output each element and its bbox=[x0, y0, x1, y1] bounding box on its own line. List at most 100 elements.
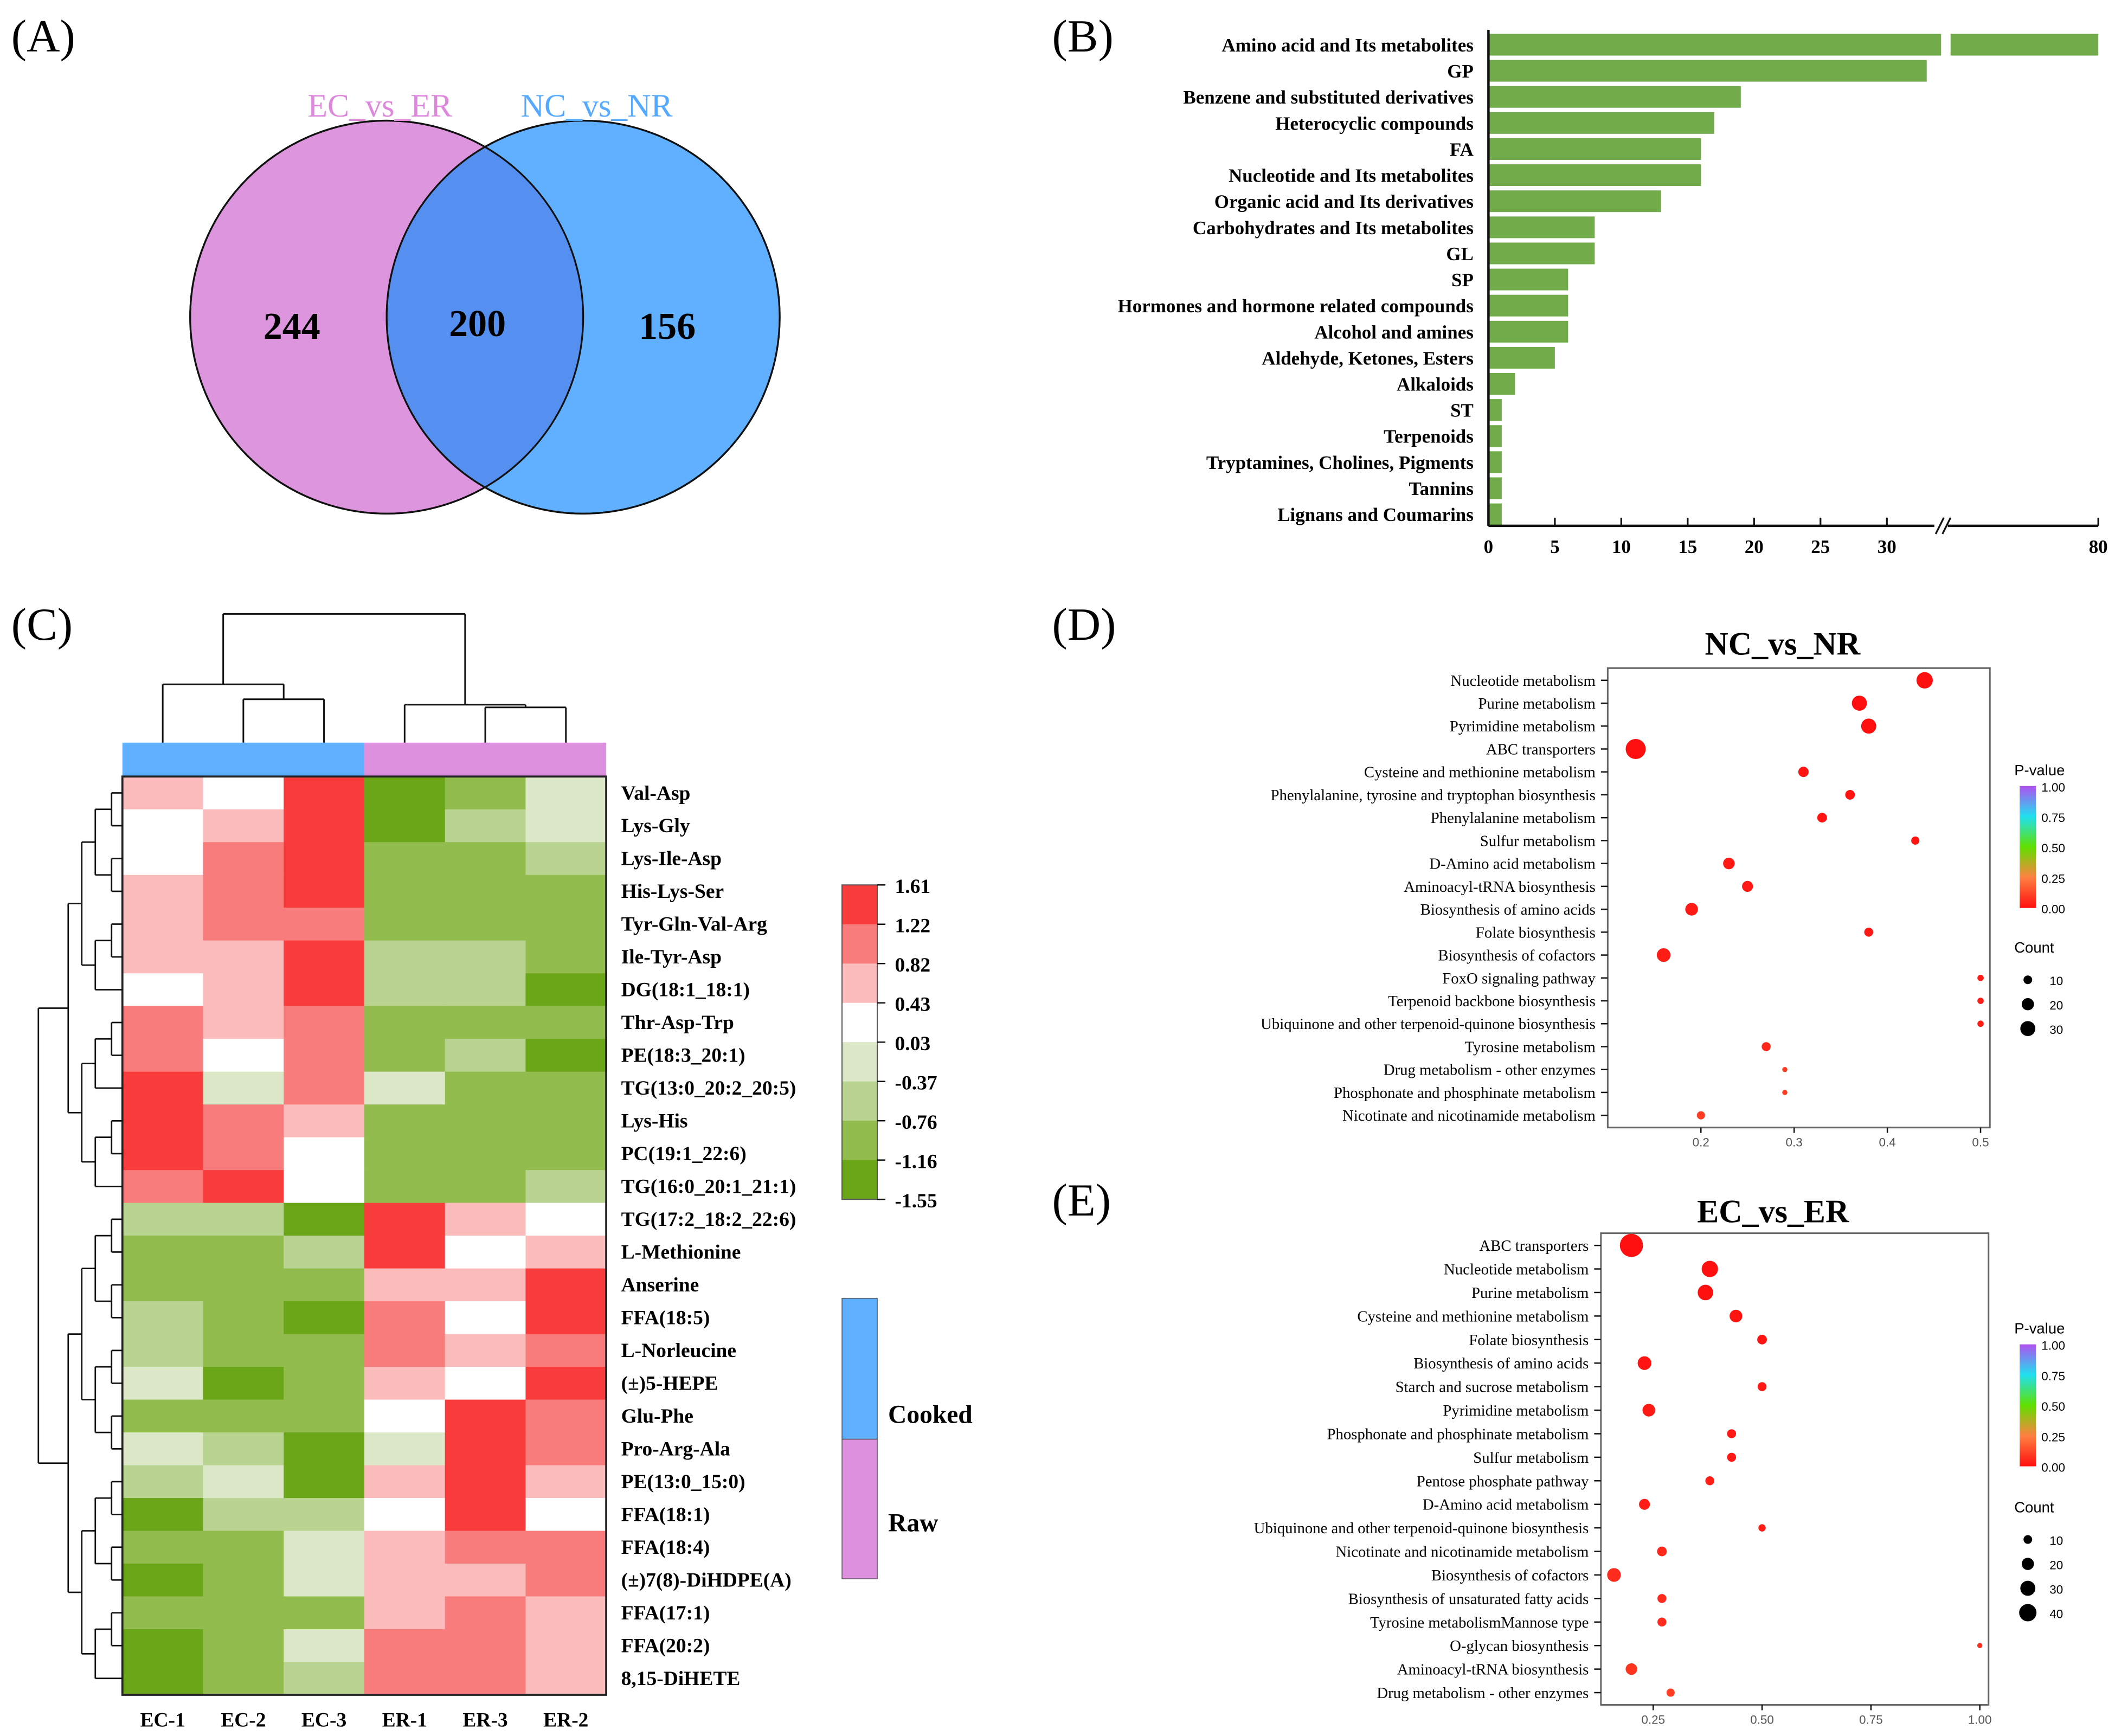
heatmap-cell bbox=[122, 875, 204, 909]
heatmap-cell bbox=[364, 1334, 446, 1368]
heatmap-cell bbox=[525, 1104, 607, 1138]
pathway-label: D-Amino acid metabolism bbox=[1429, 856, 1595, 873]
heatmap-cell bbox=[445, 1367, 526, 1400]
bubble-point bbox=[1656, 948, 1671, 962]
heatmap-cell bbox=[445, 1006, 526, 1040]
panel-label-b: (B) bbox=[1052, 11, 1114, 62]
count-legend-circle bbox=[2020, 1021, 2036, 1037]
color-scale-swatch bbox=[842, 963, 878, 1004]
bubble-point bbox=[1916, 672, 1933, 689]
pathway-label: D-Amino acid metabolism bbox=[1423, 1496, 1589, 1514]
pvalue-legend-title: P-value bbox=[2014, 762, 2065, 779]
heatmap-cell bbox=[364, 1301, 446, 1335]
heatmap-cell bbox=[525, 1432, 607, 1466]
heatmap-cell bbox=[122, 1399, 204, 1433]
heatmap-cell bbox=[203, 1203, 285, 1237]
heatmap-cell bbox=[203, 1662, 285, 1696]
pathway-label: Sulfur metabolism bbox=[1473, 1449, 1589, 1467]
color-scale-label: -0.76 bbox=[895, 1111, 937, 1134]
bubble-point bbox=[1742, 880, 1753, 892]
heatmap-cell bbox=[122, 1137, 204, 1171]
heatmap-cell bbox=[525, 1137, 607, 1171]
plot-area bbox=[1606, 667, 1991, 1129]
heatmap-cell bbox=[445, 1498, 526, 1532]
pathway-label: Nicotinate and nicotinamide metabolism bbox=[1336, 1544, 1589, 1561]
heatmap-cell bbox=[122, 1334, 204, 1368]
heatmap-cell bbox=[203, 1301, 285, 1335]
heatmap-cell bbox=[445, 1170, 526, 1204]
heatmap-cell bbox=[445, 973, 526, 1007]
heatmap-cell bbox=[284, 875, 365, 909]
heatmap-cell bbox=[122, 809, 204, 843]
bubble-point bbox=[1666, 1688, 1675, 1697]
heatmap-cell bbox=[364, 1104, 446, 1138]
pathway-label: Ubiquinone and other terpenoid-quinone b… bbox=[1254, 1520, 1589, 1537]
heatmap-cell bbox=[122, 1006, 204, 1040]
column-label: ER-1 bbox=[382, 1709, 427, 1732]
bar bbox=[1488, 190, 1661, 213]
axis-break-mark bbox=[1942, 517, 1952, 535]
bar bbox=[1488, 320, 1568, 343]
bar bbox=[1488, 503, 1502, 525]
row-label: TG(17:2_18:2_22:6) bbox=[621, 1208, 796, 1231]
category-label: Carbohydrates and Its metabolites bbox=[1193, 217, 1474, 239]
heatmap-cell bbox=[203, 1170, 285, 1204]
heatmap-cell bbox=[525, 875, 607, 909]
count-legend-label: 20 bbox=[2049, 999, 2063, 1012]
heatmap-cell bbox=[203, 1596, 285, 1630]
heatmap-cell bbox=[445, 1137, 526, 1171]
row-label: FFA(18:1) bbox=[621, 1504, 710, 1526]
x-tick-label: 0.3 bbox=[1786, 1136, 1803, 1149]
pathway-label: Ubiquinone and other terpenoid-quinone b… bbox=[1261, 1015, 1596, 1033]
heatmap-cell bbox=[525, 1236, 607, 1269]
heatmap-cell bbox=[122, 1039, 204, 1072]
pathway-label: Nucleotide metabolism bbox=[1451, 672, 1596, 690]
pathway-label: Pentose phosphate pathway bbox=[1417, 1473, 1589, 1490]
heatmap-cell bbox=[122, 1498, 204, 1532]
pvalue-legend-label: 0.25 bbox=[2041, 1430, 2065, 1444]
heatmap-cell bbox=[525, 1170, 607, 1204]
count-legend-label: 40 bbox=[2049, 1608, 2063, 1621]
x-tick-label: 25 bbox=[1811, 536, 1830, 557]
bubble-chart-nc-vs-nr: NC_vs_NR Nucleotide metabolism Purine meta… bbox=[1261, 626, 2065, 1149]
pathway-label: Nucleotide metabolism bbox=[1444, 1261, 1589, 1278]
bar bbox=[1488, 346, 1555, 369]
heatmap-cell bbox=[122, 1629, 204, 1663]
color-scale-swatch bbox=[842, 924, 878, 964]
x-tick-label: 0.4 bbox=[1879, 1136, 1895, 1149]
heatmap: Val-Asp Lys-Gly Lys-Ile-Asp His-Lys-Ser Tyr-… bbox=[37, 613, 973, 1732]
heatmap-cell bbox=[364, 908, 446, 941]
heatmap-cell bbox=[445, 842, 526, 876]
heatmap-cell bbox=[445, 1465, 526, 1499]
heatmap-cell bbox=[445, 1236, 526, 1269]
heatmap-cell bbox=[445, 1531, 526, 1565]
heatmap-cell bbox=[284, 1236, 365, 1269]
x-tick-label: 0.50 bbox=[1750, 1713, 1774, 1727]
pathway-label: Pyrimidine metabolism bbox=[1450, 718, 1596, 735]
heatmap-cell bbox=[445, 1071, 526, 1105]
heatmap-cell bbox=[203, 1564, 285, 1597]
category-label: GL bbox=[1446, 243, 1474, 265]
category-label: Tryptamines, Cholines, Pigments bbox=[1206, 452, 1474, 473]
count-legend-title: Count bbox=[2014, 939, 2054, 956]
pathway-label: Starch and sucrose metabolism bbox=[1396, 1379, 1589, 1396]
bar-chart: Amino acid and Its metabolites GP Benzene … bbox=[1118, 29, 2108, 557]
x-tick-label: 1.00 bbox=[1968, 1713, 1992, 1727]
row-label: TG(13:0_20:2_20:5) bbox=[621, 1077, 796, 1100]
heatmap-cell bbox=[364, 1629, 446, 1663]
heatmap-cell bbox=[122, 973, 204, 1007]
heatmap-cell bbox=[203, 1137, 285, 1171]
group-bar-raw bbox=[364, 742, 607, 777]
pvalue-legend-label: 1.00 bbox=[2041, 781, 2065, 794]
category-label: Amino acid and Its metabolites bbox=[1222, 35, 1474, 56]
row-label: Lys-His bbox=[621, 1110, 688, 1133]
heatmap-cell bbox=[525, 1465, 607, 1499]
pathway-label: Purine metabolism bbox=[1471, 1284, 1589, 1302]
heatmap-cell bbox=[203, 1104, 285, 1138]
column-label: EC-3 bbox=[301, 1709, 346, 1732]
heatmap-cell bbox=[525, 1531, 607, 1565]
heatmap-cell bbox=[525, 940, 607, 974]
x-tick-label: 30 bbox=[1878, 536, 1897, 557]
heatmap-cell bbox=[122, 940, 204, 974]
venn-label-right: NC_vs_NR bbox=[521, 88, 673, 124]
